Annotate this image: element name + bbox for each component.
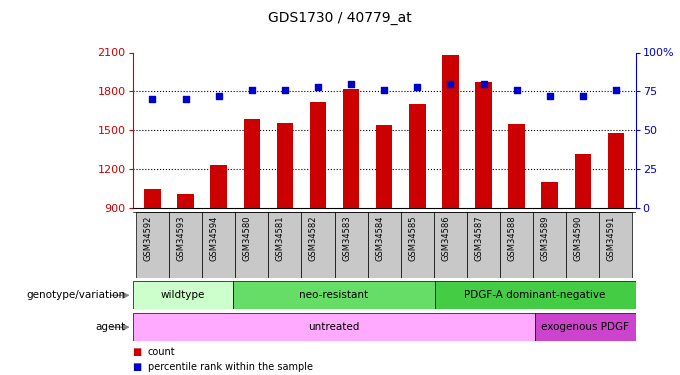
Text: wildtype: wildtype	[160, 290, 205, 300]
Point	[345, 81, 356, 87]
Bar	[442, 55, 459, 208]
Bar	[243, 118, 260, 208]
Text: neo-resistant: neo-resistant	[299, 290, 369, 300]
Bar	[277, 123, 293, 208]
Bar	[235, 212, 269, 278]
Bar	[376, 125, 392, 208]
Point	[544, 93, 555, 99]
Bar	[541, 182, 558, 208]
Text: GSM34594: GSM34594	[209, 215, 219, 261]
Text: GSM34584: GSM34584	[375, 215, 384, 261]
Point	[214, 93, 224, 99]
Bar	[335, 212, 368, 278]
Text: GSM34582: GSM34582	[309, 215, 318, 261]
Text: GSM34580: GSM34580	[243, 215, 252, 261]
Bar	[467, 212, 500, 278]
Bar	[566, 212, 599, 278]
Bar	[301, 212, 335, 278]
Bar	[509, 124, 525, 208]
Text: GDS1730 / 40779_at: GDS1730 / 40779_at	[268, 11, 412, 25]
Bar	[144, 189, 160, 208]
Bar	[434, 212, 467, 278]
Text: GSM34590: GSM34590	[574, 215, 583, 261]
Bar	[475, 82, 492, 208]
Bar	[435, 281, 636, 309]
Text: percentile rank within the sample: percentile rank within the sample	[148, 362, 313, 372]
Text: ■: ■	[133, 362, 142, 372]
Point	[611, 87, 622, 93]
Text: PDGF-A dominant-negative: PDGF-A dominant-negative	[464, 290, 606, 300]
Text: GSM34585: GSM34585	[408, 215, 418, 261]
Text: GSM34592: GSM34592	[143, 215, 152, 261]
Bar	[210, 165, 227, 208]
Text: count: count	[148, 347, 175, 357]
Text: genotype/variation: genotype/variation	[27, 290, 126, 300]
Bar	[169, 212, 202, 278]
Bar	[401, 212, 434, 278]
Bar	[233, 281, 435, 309]
Text: GSM34587: GSM34587	[475, 215, 483, 261]
Bar	[133, 281, 233, 309]
Point	[147, 96, 158, 102]
Bar	[599, 212, 632, 278]
Bar	[343, 89, 359, 208]
Point	[180, 96, 191, 102]
Bar	[533, 212, 566, 278]
Point	[445, 81, 456, 87]
Text: GSM34593: GSM34593	[177, 215, 186, 261]
Text: GSM34583: GSM34583	[342, 215, 351, 261]
Point	[313, 84, 324, 90]
Bar	[269, 212, 301, 278]
Point	[511, 87, 522, 93]
Bar	[202, 212, 235, 278]
Bar	[575, 154, 591, 208]
Bar	[177, 194, 194, 208]
Point	[279, 87, 290, 93]
Bar	[608, 133, 624, 208]
Point	[478, 81, 489, 87]
Point	[246, 87, 257, 93]
Text: exogenous PDGF: exogenous PDGF	[541, 322, 630, 332]
Bar	[368, 212, 401, 278]
Text: untreated: untreated	[308, 322, 360, 332]
Text: GSM34589: GSM34589	[541, 215, 549, 261]
Bar	[409, 104, 426, 208]
Bar	[535, 313, 636, 341]
Text: ■: ■	[133, 347, 142, 357]
Point	[577, 93, 588, 99]
Bar	[133, 313, 535, 341]
Point	[412, 84, 423, 90]
Bar	[136, 212, 169, 278]
Bar	[309, 102, 326, 208]
Point	[379, 87, 390, 93]
Text: GSM34588: GSM34588	[508, 215, 517, 261]
Text: GSM34581: GSM34581	[276, 215, 285, 261]
Text: GSM34591: GSM34591	[607, 215, 616, 261]
Text: agent: agent	[96, 322, 126, 332]
Bar	[500, 212, 533, 278]
Text: GSM34586: GSM34586	[441, 215, 450, 261]
